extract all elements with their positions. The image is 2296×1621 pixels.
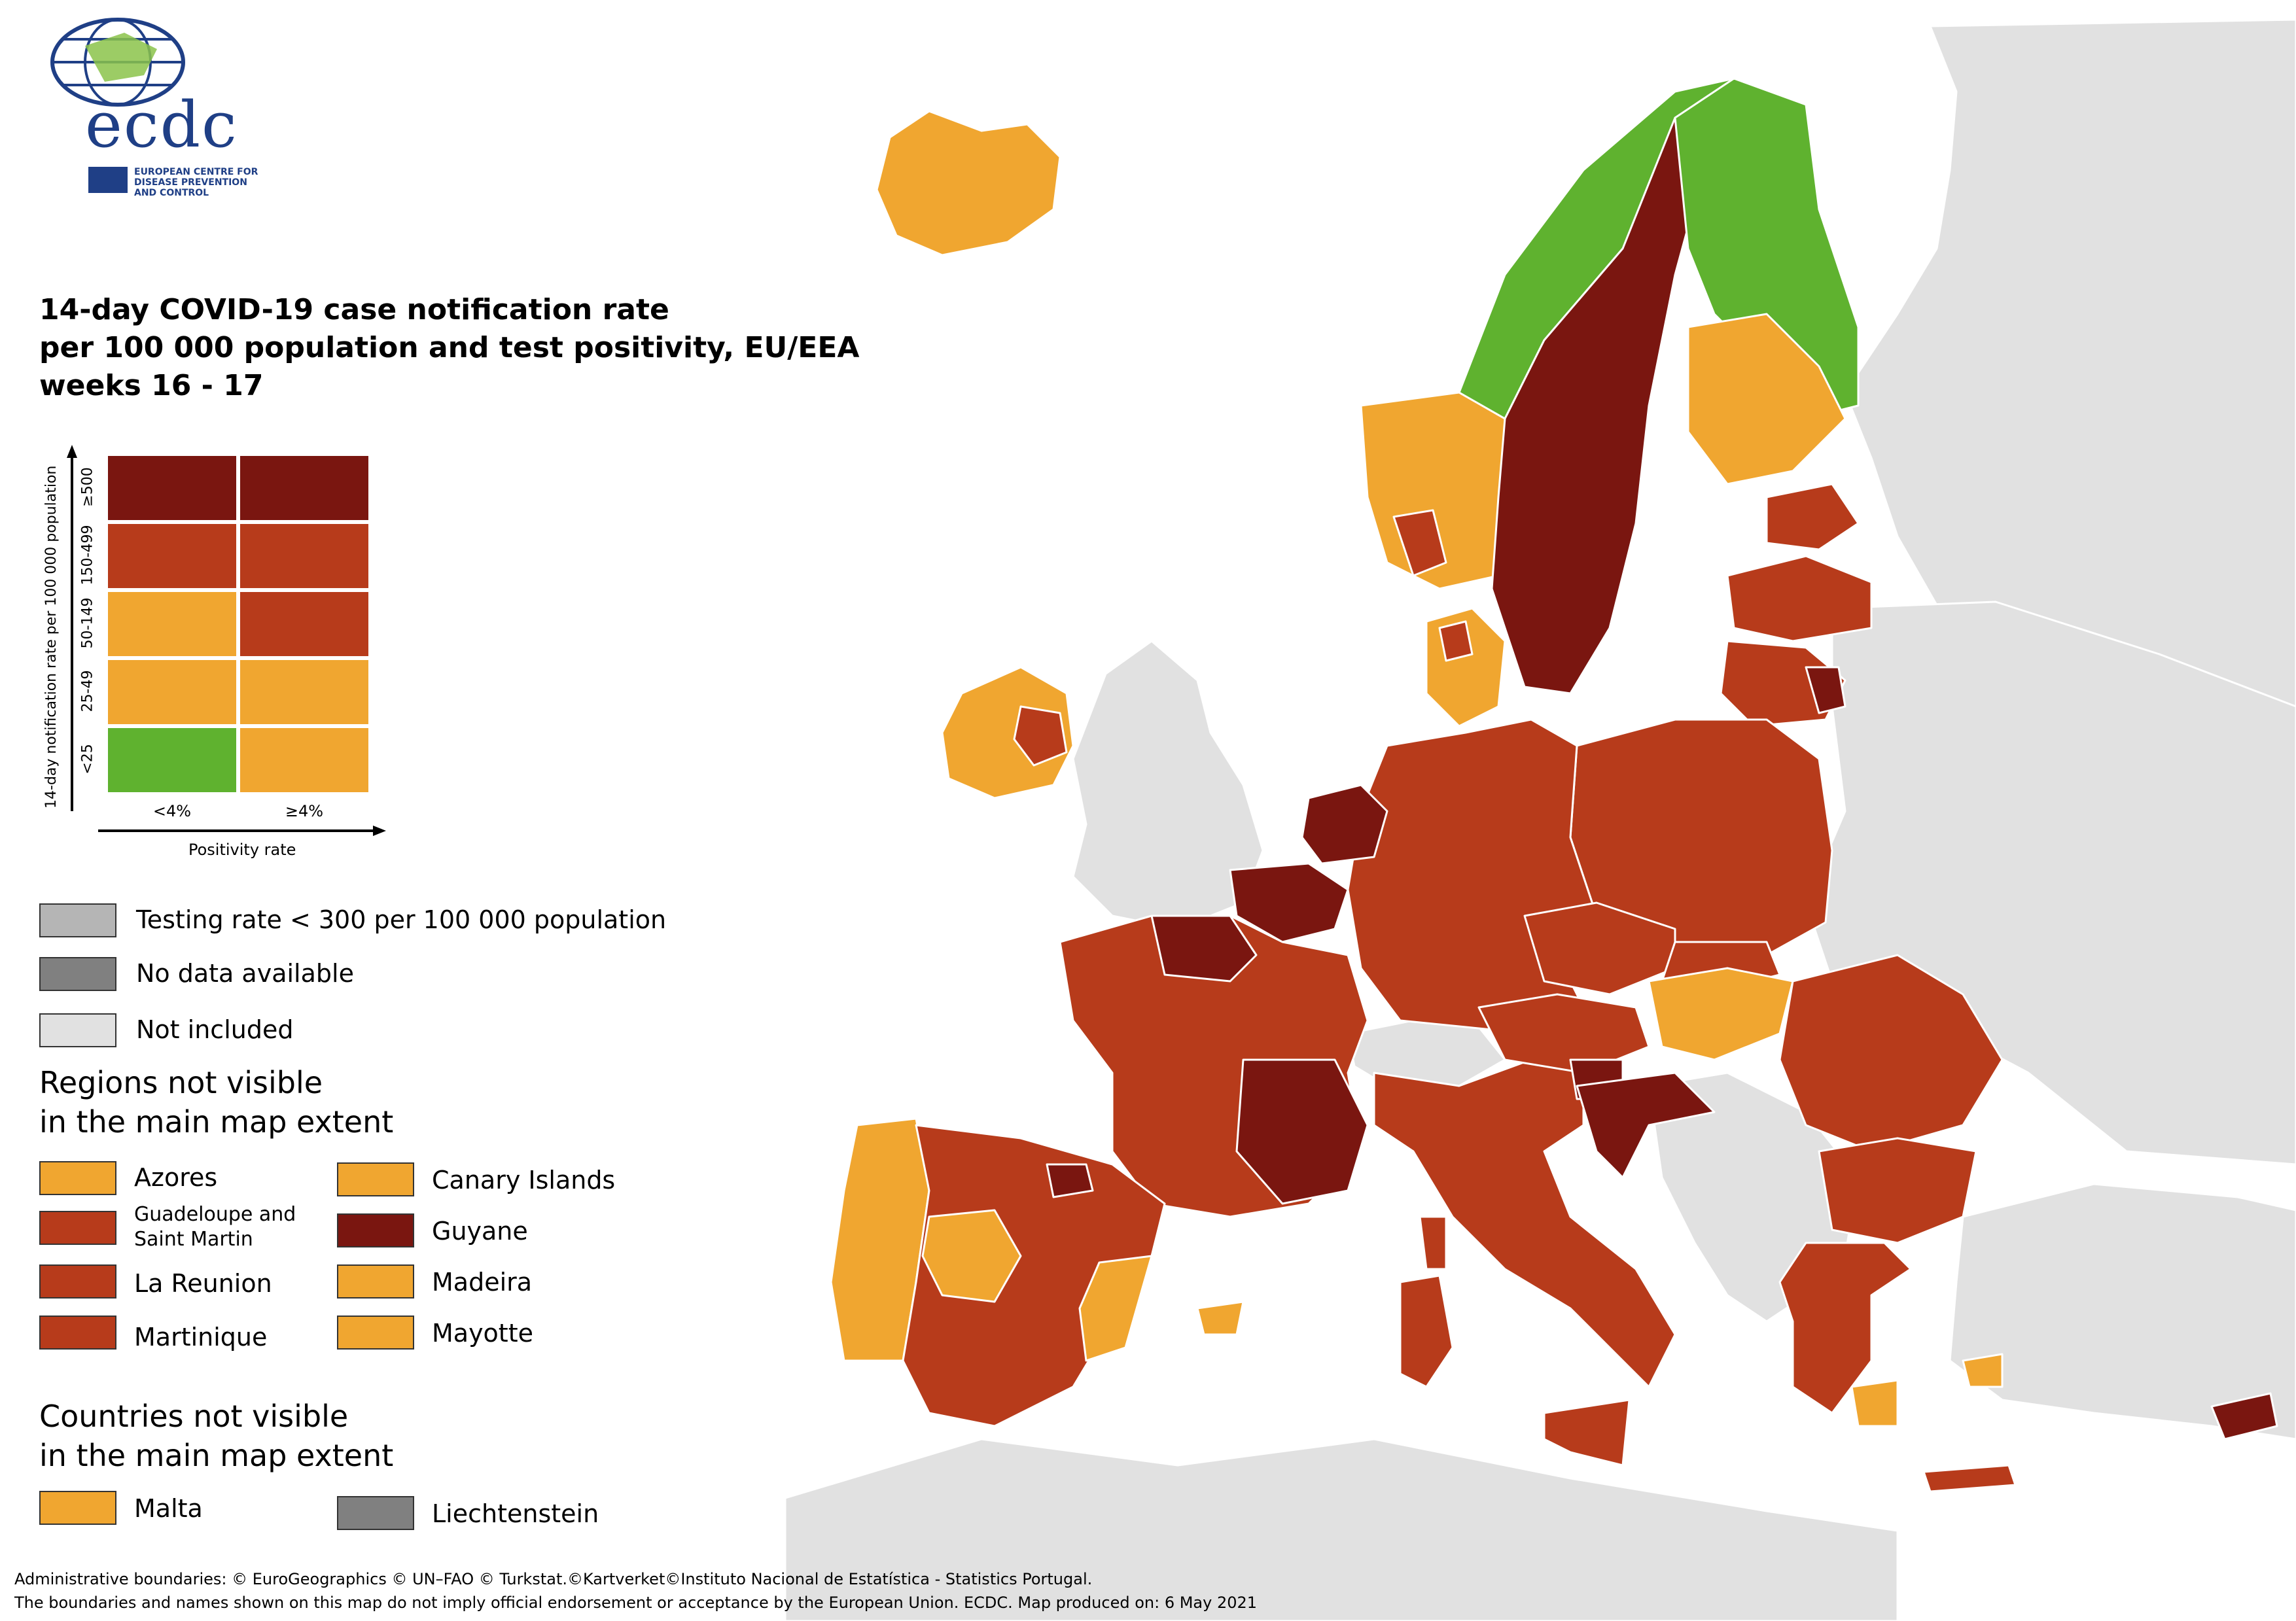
- map-region-sardinia: [1399, 1274, 1454, 1388]
- legend-label-madeira: Madeira: [432, 1268, 533, 1297]
- map-region-spain-castilla: [921, 1209, 1022, 1303]
- regions-not-visible-title: Regions not visible in the main map exte…: [39, 1065, 394, 1140]
- map-region-romania: [1778, 954, 2004, 1153]
- legend-label-mayotte: Mayotte: [432, 1319, 533, 1348]
- map-region-bulgaria: [1818, 1137, 1977, 1244]
- map-region-greece-attica: [1850, 1379, 1899, 1427]
- map-region-spain-navarra: [1046, 1163, 1094, 1198]
- swatch-guadeloupe: [39, 1211, 116, 1245]
- matrix-cell: [106, 658, 238, 726]
- map-region-france-aura: [1235, 1058, 1369, 1205]
- matrix-cell: [238, 590, 370, 658]
- legend-label-azores: Azores: [134, 1163, 218, 1192]
- title-line-1: 14-day COVID-19 case notification rate: [39, 293, 669, 326]
- matrix-cell: [238, 522, 370, 590]
- map-region-spain-valencia: [1078, 1255, 1153, 1362]
- map-region-belarus-ukraine: [1805, 601, 2296, 1166]
- matrix-row-label: 25-49: [79, 670, 96, 712]
- matrix-row-label: <25: [79, 744, 96, 775]
- map-region-switzerland: [1347, 1019, 1506, 1087]
- swatch-azores: [39, 1161, 116, 1195]
- map-region-spain: [902, 1124, 1166, 1427]
- matrix-y-axis-title: 14-day notification rate per 100 000 pop…: [43, 465, 60, 809]
- swatch-guyane: [337, 1213, 414, 1247]
- legend-label-no-data: No data available: [136, 959, 354, 988]
- matrix-cell: [238, 658, 370, 726]
- swatch-no-data: [39, 957, 116, 991]
- countries-not-visible-title: Countries not visible in the main map ex…: [39, 1399, 394, 1473]
- matrix-cell: [106, 522, 238, 590]
- map-region-croatia: [1576, 1072, 1716, 1179]
- matrix-x-axis-title: Positivity rate: [188, 841, 296, 859]
- legend-label-not-included: Not included: [136, 1015, 294, 1044]
- ecdc-globe-icon: [50, 18, 185, 107]
- map-region-greek-islands: [1962, 1353, 2004, 1388]
- map-region-belgium: [1229, 862, 1349, 943]
- swatch-mayotte: [337, 1316, 414, 1350]
- map-region-iceland: [875, 110, 1061, 256]
- map-region-north-africa: [784, 1438, 1899, 1621]
- map-region-cyprus: [2210, 1392, 2278, 1440]
- map-region-sicily: [1543, 1399, 1631, 1467]
- matrix-column-label: ≥4%: [285, 802, 324, 820]
- matrix-cell: [238, 454, 370, 522]
- swatch-canary-islands: [337, 1162, 414, 1196]
- map-region-finland-north: [1674, 77, 1860, 420]
- matrix-row-label: 50-149: [79, 597, 96, 649]
- swatch-not-included: [39, 1013, 116, 1047]
- map-region-netherlands: [1301, 784, 1388, 865]
- legend-label-malta: Malta: [134, 1494, 203, 1523]
- legend-label-canary-islands: Canary Islands: [432, 1166, 616, 1194]
- map-region-lithuania: [1720, 640, 1846, 727]
- map-region-germany: [1347, 718, 1598, 1035]
- title-line-3: weeks 16 - 17: [39, 369, 264, 402]
- map-region-sweden: [1491, 116, 1716, 695]
- map-region-balearic: [1196, 1300, 1245, 1336]
- map-region-corsica: [1419, 1215, 1447, 1270]
- map-region-lithuania-east: [1805, 666, 1846, 714]
- map-region-austria: [1477, 993, 1650, 1074]
- matrix-cell: [238, 726, 370, 794]
- matrix-column-label: <4%: [152, 802, 192, 820]
- legend-label-liechtenstein: Liechtenstein: [432, 1499, 599, 1528]
- eu-flag-icon: [88, 167, 128, 193]
- map-title: 14-day COVID-19 case notification rate p…: [39, 291, 859, 405]
- legend-label-guadeloupe: Guadeloupe and Saint Martin: [134, 1203, 296, 1251]
- map-region-ireland-east: [1013, 705, 1068, 767]
- y-axis-arrow-icon: [67, 445, 77, 811]
- map-region-ireland: [941, 666, 1074, 799]
- ecdc-wordmark: ecdc: [85, 88, 238, 162]
- matrix-cell: [106, 590, 238, 658]
- map-region-hungary: [1648, 967, 1794, 1061]
- map-region-france-ile: [1150, 915, 1258, 983]
- ecdc-org-name: EUROPEAN CENTRE FOR DISEASE PREVENTION A…: [134, 167, 258, 198]
- legend-label-martinique: Martinique: [134, 1323, 268, 1351]
- map-region-crete: [1922, 1464, 2017, 1493]
- map-region-turkey: [1949, 1183, 2296, 1440]
- matrix-row-label: 150-499: [79, 525, 96, 585]
- swatch-testing-low: [39, 903, 116, 937]
- matrix-cell: [106, 454, 238, 522]
- map-region-latvia: [1726, 555, 1873, 642]
- swatch-la-reunion: [39, 1264, 116, 1299]
- legend-label-la-reunion: La Reunion: [134, 1269, 272, 1298]
- matrix-cell: [106, 726, 238, 794]
- swatch-liechtenstein: [337, 1496, 414, 1530]
- map-region-estonia: [1765, 483, 1860, 551]
- legend-label-testing-low: Testing rate < 300 per 100 000 populatio…: [136, 905, 667, 934]
- swatch-martinique: [39, 1316, 116, 1350]
- map-region-norway-oslo: [1392, 509, 1447, 577]
- map-region-finland-south: [1687, 313, 1846, 485]
- title-line-2: per 100 000 population and test positivi…: [39, 331, 860, 364]
- footer-attribution: Administrative boundaries: © EuroGeograp…: [14, 1570, 1093, 1588]
- x-axis-arrow-icon: [98, 826, 386, 836]
- footer-disclaimer: The boundaries and names shown on this m…: [14, 1594, 1258, 1612]
- map-region-denmark-cph: [1438, 620, 1474, 662]
- legend-label-guyane: Guyane: [432, 1217, 528, 1246]
- swatch-madeira: [337, 1264, 414, 1299]
- swatch-malta: [39, 1491, 116, 1525]
- matrix-row-label: ≥500: [79, 467, 96, 507]
